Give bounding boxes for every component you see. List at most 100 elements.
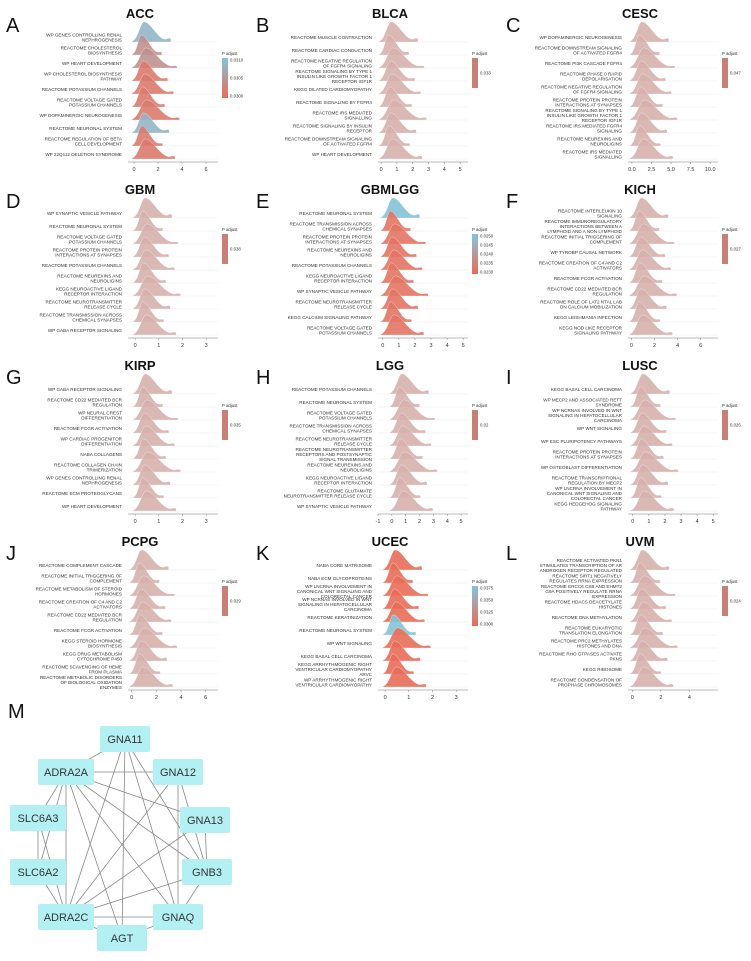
panel-title: CESC <box>622 6 659 21</box>
legend-title: P adjust <box>222 403 238 408</box>
x-tick-label: 0.0 <box>628 167 636 173</box>
term-label: REACTOME VOLTAGE GATED POTASSIUM CHANNELS <box>307 411 373 421</box>
legend-tick-label: 0.0325 <box>480 610 494 615</box>
term-label: REACTOME IRS MEDIATED FGFR4 SIGNALING <box>546 124 622 134</box>
x-tick-label: 2 <box>181 519 184 525</box>
panel-letter: L <box>506 543 517 565</box>
term-label: REACTOME PROTEIN PROTEIN INTERACTIONS AT … <box>553 98 622 108</box>
x-tick-label: 0 <box>381 343 384 349</box>
ridge <box>131 138 176 160</box>
panel-letter: K <box>256 543 270 565</box>
legend-title: P adjust <box>222 51 238 56</box>
ridge <box>380 197 420 219</box>
term-label: REACTOME INTERLEUKIN 10 SIGNALING <box>558 209 622 219</box>
panel-letter: A <box>6 15 20 37</box>
term-label: REACTOME FCGR ACTIVATION <box>54 426 122 431</box>
legend-colorbar <box>472 234 478 274</box>
term-label: WP TYROBP CAUSAL NETWORK <box>550 250 622 255</box>
term-label: KEGG DILATED CARDIOMYOPATHY <box>294 87 372 92</box>
node-label: GNA11 <box>107 734 142 746</box>
node-box <box>38 759 94 785</box>
panel-letter: G <box>6 367 22 389</box>
term-label: WP MECP2 AND ASSOCIATED RETT SYNDROME <box>543 398 622 408</box>
term-label: REACTOME NEUROTRANSMITTER RELEASE CYCLE <box>296 437 373 447</box>
term-label: KEGG NEUROACTIVE LIGAND RECEPTOR INTERACT… <box>56 287 123 297</box>
term-label: REACTOME TRANSMISSION ACROSS CHEMICAL SYN… <box>39 313 122 323</box>
panel-l: L UVM 0 2 4 REACTOME ACTIVATED PKN1 STIMULATES… <box>506 534 741 701</box>
legend-colorbar <box>472 586 478 626</box>
term-label: REACTOME TRANSMISSION ACROSS CHEMICAL SYN… <box>289 222 372 232</box>
x-tick-label: 3 <box>205 519 208 525</box>
ridge <box>629 314 673 336</box>
node-gnaq: GNAQ <box>153 904 203 930</box>
legend-tick-label: 0.0305 <box>230 76 244 81</box>
ridge <box>630 490 675 512</box>
node-box <box>153 759 203 785</box>
legend-tick-label: 0.0350 <box>480 598 494 603</box>
legend-title: P adjust <box>722 51 738 56</box>
term-label: REACTOME INITIAL TRIGGERING OF COMPLEMENT <box>41 574 122 584</box>
ridge <box>129 588 166 610</box>
ridge <box>629 138 674 160</box>
term-label: REACTOME HDACS DEACETYLATE HISTONES <box>545 600 622 610</box>
panel-title: BLCA <box>372 6 409 21</box>
ridge <box>378 125 411 147</box>
ridge <box>378 60 416 82</box>
term-label: REACTOME PROTEIN PROTEIN INTERACTIONS AT … <box>553 450 622 460</box>
node-box <box>182 859 232 885</box>
ridge <box>389 490 434 512</box>
panel-title: GBMLGG <box>361 182 420 197</box>
term-label: KEGG NEUROACTIVE LIGAND RECEPTOR INTERACT… <box>306 476 373 486</box>
x-tick-label: -1 <box>376 519 381 525</box>
x-tick-label: 3 <box>205 343 208 349</box>
term-label: REACTOME ERCC6 CSB AND EHMT2 G9A POSITIVE… <box>541 584 623 599</box>
legend-tick-label: 0.0230 <box>480 270 494 275</box>
node-label: ADRA2C <box>44 912 89 924</box>
legend-colorbar <box>222 234 228 264</box>
term-label: REACTOME KERATINIZATION <box>307 615 372 620</box>
x-tick-label: 4 <box>446 343 449 349</box>
panel-letter: D <box>6 191 20 213</box>
x-tick-label: 5 <box>459 167 462 173</box>
panel-letter: B <box>256 15 269 37</box>
term-label: REACTOME CD22 MEDIATED BCR REGULATION <box>47 613 122 623</box>
term-label: REACTOME SCAVENGING OF HEME FROM PLASMA <box>42 665 123 675</box>
ridge <box>629 34 660 56</box>
term-label: REACTOME NEUROTRANSMITTER RELEASE CYCLE <box>46 300 123 310</box>
ridge <box>382 549 423 571</box>
x-tick-label: 1 <box>647 519 650 525</box>
term-label: WP ESC PLURIPOTENCY PATHWAYS <box>541 439 622 444</box>
legend-tick-label: 0.0250 <box>480 234 494 239</box>
term-label: WP NEURAL CREST DIFFERENTIATION <box>78 411 122 421</box>
x-tick-label: 0 <box>134 519 137 525</box>
node-gna12: GNA12 <box>153 759 203 785</box>
ridge <box>132 314 177 336</box>
ridge <box>630 438 664 460</box>
ridge <box>129 614 163 636</box>
x-tick-label: 4 <box>676 343 679 349</box>
term-label: REACTOME ACTIVATED PKN1 STIMULATES TRANSC… <box>540 558 623 573</box>
node-box <box>100 726 150 752</box>
term-label: WP DOPAMINERGIC NEUROGENESIS <box>539 35 622 40</box>
node-box <box>180 807 230 833</box>
ridge <box>389 412 426 434</box>
panel-letter: H <box>256 367 270 389</box>
x-tick-label: 2 <box>411 167 414 173</box>
term-label: NABA COLLAGENS <box>80 452 122 457</box>
term-label: WP WNT SIGNALING <box>327 641 373 646</box>
node-label: GNA12 <box>160 767 196 779</box>
ridge <box>630 412 667 434</box>
term-label: NABA ECM GLYCOPROTEINS <box>308 576 372 581</box>
x-tick-label: 5.0 <box>667 167 675 173</box>
ridge <box>389 386 420 408</box>
ridge <box>389 477 421 499</box>
ridge <box>132 197 173 219</box>
term-label: REACTOME SIGNALING BY TYPE 1 INSULIN LIKE… <box>545 108 622 123</box>
x-tick-label: 0 <box>132 167 135 173</box>
term-label: WP LNCRNA INVOLVEMENT IN CANONICAL WNT SI… <box>547 486 623 501</box>
term-label: REACTOME FCGR ACTIVATION <box>54 628 122 633</box>
legend-title: P adjust <box>472 227 488 232</box>
x-tick-label: 2 <box>155 695 158 701</box>
ridge <box>629 210 660 232</box>
network-edge <box>65 771 123 939</box>
